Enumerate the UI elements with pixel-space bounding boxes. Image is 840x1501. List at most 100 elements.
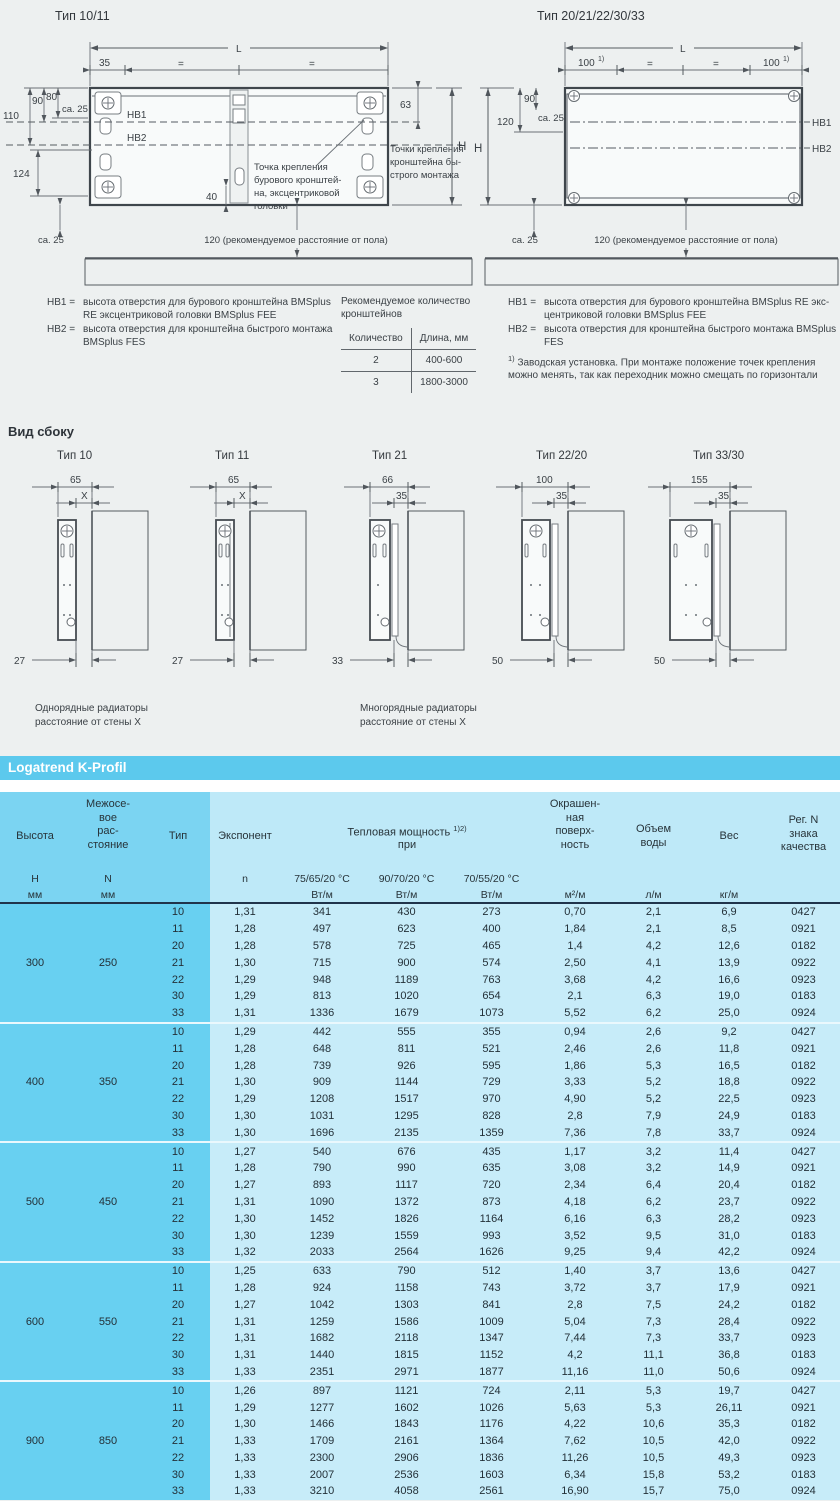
cell-height: [0, 1159, 70, 1177]
dim-inner: X: [56, 491, 110, 508]
table-row: 20 1,27 1042 1303 841 2,8 7,5 24,2 0182: [0, 1296, 840, 1314]
cell-value: 1,17: [534, 1143, 616, 1160]
cell-value: 724: [449, 1382, 534, 1400]
cell-value: 909: [280, 1073, 364, 1091]
cell-value: 1208: [280, 1090, 364, 1108]
table-row: 11 1,29 1277 1602 1026 5,63 5,3 26,11 0921: [0, 1399, 840, 1416]
cell-height: [0, 1210, 70, 1228]
cell-value: 1,27: [210, 1176, 280, 1194]
cell-value: 28,4: [691, 1313, 767, 1330]
cell-value: 1158: [364, 1279, 449, 1297]
cell-value: 1372: [364, 1193, 449, 1211]
cell-value: 1020: [364, 987, 449, 1005]
cell-value: 11,16: [534, 1363, 616, 1381]
floor-hatch: [484, 258, 839, 286]
cell-value: 1,33: [210, 1466, 280, 1484]
svg-text:110: 110: [3, 111, 19, 122]
cell-type: 30: [146, 1227, 210, 1244]
cell-value: 2,8: [534, 1107, 616, 1125]
svg-text:на, эксцентриковой: на, эксцентриковой: [254, 188, 340, 199]
cell-value: 2135: [364, 1124, 449, 1142]
cell-type: 20: [146, 1415, 210, 1433]
svg-text:H: H: [458, 141, 466, 153]
svg-text:120: 120: [497, 117, 514, 128]
cell-value: 1,28: [210, 1057, 280, 1074]
cell-value: 2351: [280, 1363, 364, 1381]
cell-value: 2033: [280, 1243, 364, 1261]
table-row: 22 1,30 1452 1826 1164 6,16 6,3 28,2 0923: [0, 1210, 840, 1228]
cell-value: 2564: [364, 1243, 449, 1261]
cell-type: 22: [146, 1210, 210, 1228]
cell-value: 4,18: [534, 1193, 616, 1211]
cell-value: 1,28: [210, 920, 280, 938]
cell-value: 1,30: [210, 1210, 280, 1228]
svg-text:155: 155: [691, 475, 708, 486]
header-bg-right: [210, 792, 840, 902]
cell-value: 739: [280, 1057, 364, 1074]
side-view-type22-20: Тип 22/20 100 35 50: [492, 450, 625, 667]
hb-lines: HB1 HB2: [570, 118, 832, 155]
svg-text:124: 124: [13, 169, 30, 180]
cell-value: 33,7: [691, 1329, 767, 1347]
cell-height: [0, 1483, 70, 1500]
cell-value: 6,9: [691, 904, 767, 921]
dim-H: H: [392, 87, 466, 206]
cell-type: 20: [146, 937, 210, 955]
cell-value: 25,0: [691, 1004, 767, 1022]
cell-value: 10,5: [616, 1449, 691, 1467]
cell-type: 21: [146, 954, 210, 972]
cell-value: 2161: [364, 1432, 449, 1450]
cell-value: 11,1: [616, 1346, 691, 1364]
label-drill-bracket: Точка крепления бурового кронштей- на, э…: [254, 119, 365, 212]
cell-value: 0923: [767, 1449, 840, 1467]
side-view-type21: Тип 21 66 35 33: [332, 450, 465, 667]
cell-height: [0, 937, 70, 955]
cell-value: 1,33: [210, 1432, 280, 1450]
col-header-spacing: Межосе- вое рас- стояние N мм: [85, 798, 131, 901]
cell-value: 2,46: [534, 1040, 616, 1058]
cell-value: 970: [449, 1090, 534, 1108]
cell-value: 19,0: [691, 987, 767, 1005]
cell-value: 623: [364, 920, 449, 938]
cell-value: 3,7: [616, 1279, 691, 1297]
cell-value: 0923: [767, 1090, 840, 1108]
svg-text:66: 66: [382, 475, 394, 486]
table-row: 10 1,27 540 676 435 1,17 3,2 11,4 0427: [0, 1143, 840, 1160]
cell-height: [0, 1262, 70, 1280]
cell-spacing: [70, 1262, 146, 1280]
table-row: 22 1,29 948 1189 763 3,68 4,2 16,6 0923: [0, 971, 840, 988]
cell-value: 2561: [449, 1483, 534, 1500]
cell-value: 7,9: [616, 1107, 691, 1125]
svg-text:ca. 25: ca. 25: [512, 235, 538, 246]
svg-text:Тип 33/30: Тип 33/30: [693, 450, 744, 462]
table-row: 20 1,30 1466 1843 1176 4,22 10,6 35,3 0182: [0, 1415, 840, 1433]
cell-value: 2,34: [534, 1176, 616, 1194]
cell-height: 500: [0, 1193, 70, 1211]
cell-type: 33: [146, 1363, 210, 1381]
cell-value: 1,31: [210, 904, 280, 921]
cell-value: 1,33: [210, 1483, 280, 1500]
svg-text:Тип 22/20: Тип 22/20: [536, 450, 587, 462]
svg-text:X: X: [81, 491, 88, 502]
svg-text:120 (рекомендуемое расстояние: 120 (рекомендуемое расстояние от пола): [594, 235, 778, 246]
cell-value: 42,2: [691, 1243, 767, 1261]
cell-spacing: [70, 937, 146, 955]
cell-type: 10: [146, 1262, 210, 1280]
cell-height: [0, 1090, 70, 1108]
dim-top: 66: [344, 475, 430, 517]
cell-value: 1239: [280, 1227, 364, 1244]
cell-spacing: [70, 1176, 146, 1194]
cell-value: 790: [280, 1159, 364, 1177]
svg-text:ca. 25: ca. 25: [38, 235, 64, 246]
cell-value: 0427: [767, 1023, 840, 1041]
cell-value: 763: [449, 971, 534, 988]
cell-height: [0, 1243, 70, 1261]
cell-value: 6,16: [534, 1210, 616, 1228]
cell-value: 1,29: [210, 987, 280, 1005]
svg-text:63: 63: [400, 100, 412, 111]
svg-text:X: X: [239, 491, 246, 502]
dim-bottom: 33: [332, 640, 432, 667]
svg-text:L: L: [236, 44, 242, 55]
center-mount-strip: [229, 89, 249, 204]
cell-value: 0924: [767, 1363, 840, 1381]
